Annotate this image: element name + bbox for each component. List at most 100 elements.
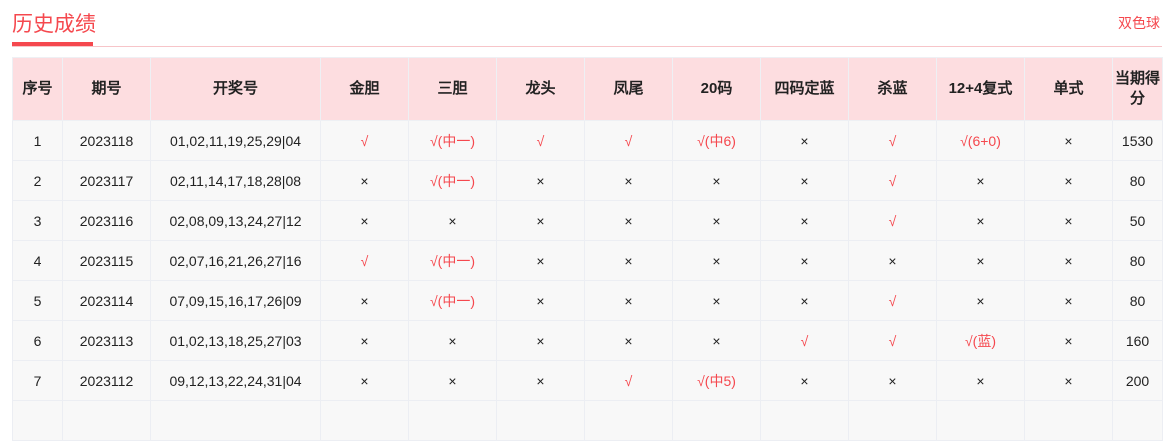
table-row: 1 2023118 01,02,11,19,25,29|04 √ √(中一) √ √ √(中6… [12,120,1163,161]
table-cell: √(中一) [408,120,497,161]
column-header: 三胆 [408,57,497,121]
table-cell: 1 [12,120,63,161]
table-cell: × [320,360,409,401]
table-cell [1112,400,1163,441]
table-cell: √ [848,280,937,321]
table-cell: × [936,360,1025,401]
table-cell [584,400,673,441]
table-row: 6 2023113 01,02,13,18,25,27|03 × × × × × √ √ √(蓝) ×… [12,320,1163,361]
table-cell [760,400,849,441]
table-cell [936,400,1025,441]
table-cell: × [848,240,937,281]
table-cell [62,400,151,441]
table-cell: √ [584,360,673,401]
table-cell: × [1024,200,1113,241]
table-row: 7 2023112 09,12,13,22,24,31|04 × × × √ √(中5) × × ×… [12,360,1163,401]
history-table: 序号 期号 开奖号 金胆 三胆 龙头 凤尾 20码 四码定蓝 杀蓝 12+4复式 单式 当期得分 1 20… [12,57,1163,441]
lottery-type-link[interactable]: 双色球 [1118,15,1160,31]
column-header: 四码定蓝 [760,57,849,121]
table-cell: 6 [12,320,63,361]
table-cell: × [584,160,673,201]
table-cell: × [1024,280,1113,321]
table-cell: 4 [12,240,63,281]
table-cell: 80 [1112,280,1163,321]
table-cell: × [1024,120,1113,161]
table-cell: 02,08,09,13,24,27|12 [150,200,321,241]
table-cell [408,400,497,441]
table-cell: × [672,280,761,321]
table-cell: × [760,240,849,281]
table-row: 4 2023115 02,07,16,21,26,27|16 √ √(中一) × × × × × ×… [12,240,1163,281]
table-cell: 50 [1112,200,1163,241]
table-cell: × [1024,160,1113,201]
table-cell: × [496,240,585,281]
column-header: 金胆 [320,57,409,121]
table-cell: × [672,320,761,361]
table-cell: 2023114 [62,280,151,321]
column-header: 单式 [1024,57,1113,121]
table-cell: 2023116 [62,200,151,241]
table-cell: × [760,200,849,241]
table-cell: 160 [1112,320,1163,361]
column-header: 序号 [12,57,63,121]
table-cell: 7 [12,360,63,401]
section-header: 历史成绩 双色球 [12,0,1162,47]
table-cell: √ [760,320,849,361]
table-cell: 2 [12,160,63,201]
table-cell [150,400,321,441]
table-cell: √(中一) [408,280,497,321]
table-cell: √(中一) [408,160,497,201]
table-row: 5 2023114 07,09,15,16,17,26|09 × √(中一) × × × × √ ×… [12,280,1163,321]
table-cell [1024,400,1113,441]
table-row: 3 2023116 02,08,09,13,24,27|12 × × × × × × √ × × 50 [12,200,1163,241]
table-cell: × [408,200,497,241]
table-cell: × [320,320,409,361]
table-cell: √ [848,320,937,361]
table-cell: × [584,320,673,361]
table-cell: √ [320,240,409,281]
table-cell [672,400,761,441]
table-cell: 80 [1112,160,1163,201]
table-cell: × [320,160,409,201]
table-cell: 3 [12,200,63,241]
table-cell: × [672,200,761,241]
table-cell: 80 [1112,240,1163,281]
table-cell: 1530 [1112,120,1163,161]
table-cell: × [496,280,585,321]
column-header: 当期得分 [1112,57,1163,121]
table-cell: √(中一) [408,240,497,281]
table-cell: × [1024,360,1113,401]
table-cell: × [936,160,1025,201]
table-cell: × [936,280,1025,321]
page-title: 历史成绩 [12,13,96,36]
table-cell: × [496,320,585,361]
column-header: 凤尾 [584,57,673,121]
table-cell: × [1024,320,1113,361]
table-row: 2 2023117 02,11,14,17,18,28|08 × √(中一) × × × × √ ×… [12,160,1163,201]
table-cell: × [496,160,585,201]
column-header: 开奖号 [150,57,321,121]
table-cell: × [408,320,497,361]
table-cell: √ [848,120,937,161]
table-cell: √ [320,120,409,161]
table-header-row: 序号 期号 开奖号 金胆 三胆 龙头 凤尾 20码 四码定蓝 杀蓝 12+4复式 单式 当期得分 [12,57,1163,121]
table-cell: 2023112 [62,360,151,401]
table-cell: × [320,280,409,321]
table-cell: 2023115 [62,240,151,281]
table-cell: 09,12,13,22,24,31|04 [150,360,321,401]
table-cell: × [584,200,673,241]
table-cell [848,400,937,441]
column-header: 期号 [62,57,151,121]
table-cell: × [408,360,497,401]
table-cell: × [760,160,849,201]
table-cell: × [320,200,409,241]
table-cell: × [496,200,585,241]
table-cell: √(6+0) [936,120,1025,161]
table-cell: × [672,240,761,281]
table-cell: × [848,360,937,401]
column-header: 20码 [672,57,761,121]
table-cell: 200 [1112,360,1163,401]
table-cell: × [496,360,585,401]
table-cell: 07,09,15,16,17,26|09 [150,280,321,321]
table-cell: √ [584,120,673,161]
